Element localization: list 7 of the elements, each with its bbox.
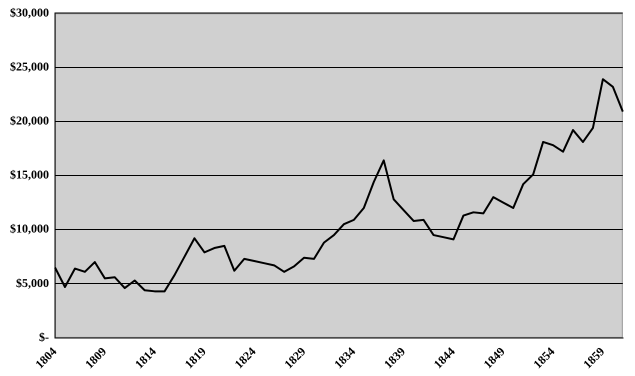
y-tick-label: $25,000 [10,59,49,74]
y-tick-label: $30,000 [10,5,49,20]
y-tick-label: $5,000 [16,276,49,290]
y-tick-label: $- [39,330,49,344]
y-tick-label: $10,000 [10,222,49,236]
y-tick-label: $20,000 [10,114,49,128]
y-tick-label: $15,000 [10,168,49,182]
